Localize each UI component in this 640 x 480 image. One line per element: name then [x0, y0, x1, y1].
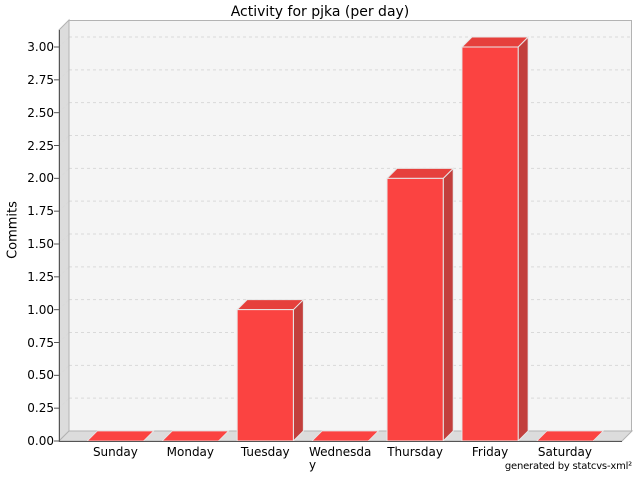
bar-wednesday-zero	[311, 430, 380, 442]
bar-monday-zero	[161, 430, 230, 442]
x-tick-label-friday: Friday	[471, 445, 509, 459]
bar-tuesday-top	[235, 299, 305, 311]
gridline-wall-stub	[58, 266, 70, 278]
y-tick-label-0.00: 0.00	[27, 434, 54, 448]
y-tick-label-1.50: 1.50	[27, 237, 54, 251]
bar-tuesday	[236, 309, 294, 442]
gridline-wall-stub	[58, 233, 70, 245]
gridline-wall-stub	[58, 332, 70, 343]
y-tick-label-0.75: 0.75	[27, 335, 54, 350]
left-wall	[58, 18, 70, 443]
gridline-wall-stub	[58, 299, 70, 311]
gridline-wall-stub	[58, 135, 70, 146]
bar-thursday-side	[442, 167, 454, 443]
generator-credit: generated by statcvs-xml²	[504, 461, 632, 472]
y-tick-label-3.00: 3.00	[27, 40, 54, 54]
x-tick-label-sunday: Sunday	[92, 445, 138, 459]
chart-title: Activity for pjka (per day)	[230, 4, 410, 20]
bar-friday-side	[517, 35, 529, 443]
y-tick-label-1.00: 1.00	[27, 302, 54, 317]
x-tick-label-saturday: Saturday	[537, 445, 593, 459]
gridline-wall-stub	[58, 200, 70, 212]
bar-sunday-zero	[86, 430, 155, 442]
plot-background	[69, 20, 632, 431]
gridline-wall-stub	[58, 397, 70, 409]
y-tick-label-2.25: 2.25	[27, 138, 54, 153]
y-tick-label-2.00: 2.00	[27, 171, 54, 186]
y-tick-label-0.25: 0.25	[27, 401, 54, 416]
x-tick-label-thursday: Thursday	[387, 445, 444, 459]
y-tick-label-0.50: 0.50	[27, 368, 54, 383]
gridline-wall-stub	[58, 102, 70, 114]
y-tick-label-1.25: 1.25	[27, 269, 54, 284]
x-tick-label-wednesday: Wednesda y	[309, 445, 372, 472]
gridline-wall-stub	[58, 364, 70, 376]
bar-saturday-zero	[535, 430, 605, 442]
gridline-wall-stub	[58, 36, 70, 48]
x-tick-label-tuesday: Tuesday	[240, 445, 290, 459]
y-tick-label-2.50: 2.50	[27, 105, 54, 120]
bar-friday-top	[460, 36, 530, 48]
bar-tuesday-side	[292, 298, 304, 443]
bar-thursday	[386, 177, 444, 442]
y-tick-label-1.75: 1.75	[27, 204, 54, 219]
gridline-wall-stub	[58, 69, 70, 81]
y-tick-label-2.75: 2.75	[27, 72, 54, 87]
gridline-wall-stub	[58, 167, 70, 179]
bar-thursday-top	[385, 167, 455, 179]
x-tick-label-monday: Monday	[166, 445, 215, 459]
bar-friday	[461, 46, 519, 442]
